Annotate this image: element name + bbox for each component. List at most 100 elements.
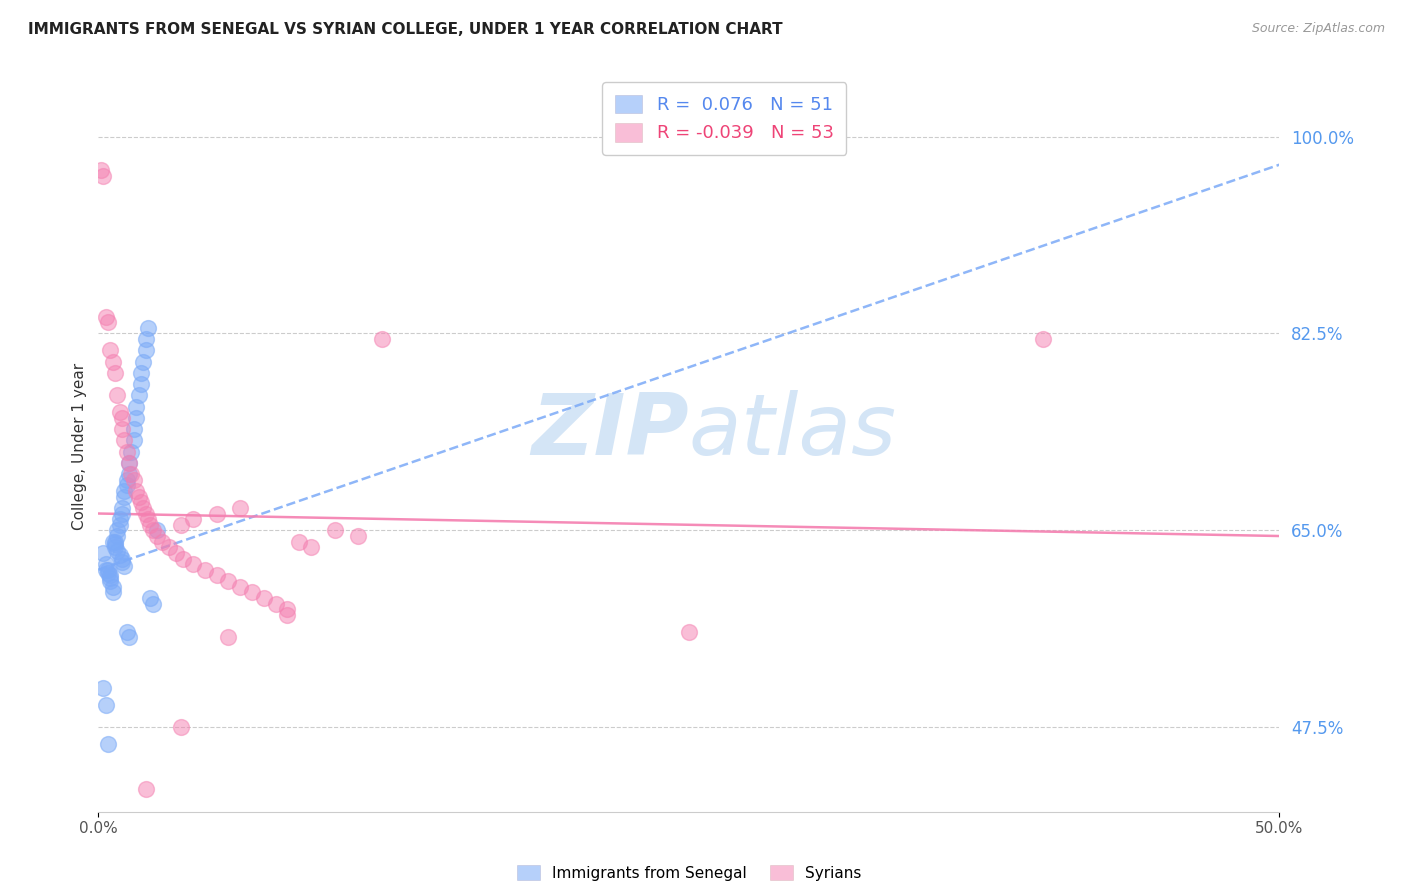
Text: ZIP: ZIP [531,390,689,473]
Point [194,563,217,577]
Point [371,332,394,346]
Point [104,537,127,551]
Point [240,585,263,599]
Point [139,517,162,532]
Point [323,524,346,538]
Point [105,524,128,538]
Point [157,541,180,555]
Point [299,541,322,555]
Point [97,566,120,581]
Point [98,568,121,582]
Point [91,546,114,560]
Point [170,517,193,532]
Point [347,529,370,543]
Point [135,343,157,358]
Y-axis label: College, Under 1 year: College, Under 1 year [72,362,87,530]
Point [105,543,128,558]
Point [125,410,148,425]
Point [276,607,298,622]
Point [94,563,117,577]
Point [129,366,152,380]
Point [135,507,157,521]
Point [139,591,162,605]
Point [132,354,155,368]
Point [122,473,145,487]
Point [108,512,131,526]
Point [111,507,134,521]
Point [136,512,159,526]
Point [205,507,228,521]
Point [276,602,298,616]
Point [98,574,121,588]
Point [97,737,120,751]
Point [118,456,141,470]
Point [101,354,124,368]
Point [112,483,135,498]
Text: IMMIGRANTS FROM SENEGAL VS SYRIAN COLLEGE, UNDER 1 YEAR CORRELATION CHART: IMMIGRANTS FROM SENEGAL VS SYRIAN COLLEG… [28,22,783,37]
Point [94,698,117,712]
Point [111,555,134,569]
Point [205,568,228,582]
Point [111,551,134,566]
Point [146,529,169,543]
Point [125,483,148,498]
Point [146,524,169,538]
Point [128,388,150,402]
Point [115,624,138,639]
Legend: Immigrants from Senegal, Syrians: Immigrants from Senegal, Syrians [509,857,869,888]
Point [94,557,117,571]
Point [91,169,114,183]
Point [125,400,148,414]
Text: Source: ZipAtlas.com: Source: ZipAtlas.com [1251,22,1385,36]
Point [229,580,252,594]
Point [112,559,135,574]
Point [108,517,131,532]
Point [108,405,131,419]
Point [253,591,276,605]
Point [97,563,120,577]
Point [132,500,155,515]
Point [97,315,120,329]
Point [142,524,165,538]
Point [111,500,134,515]
Point [104,534,127,549]
Point [118,456,141,470]
Point [115,473,138,487]
Point [115,478,138,492]
Point [122,422,145,436]
Point [129,377,152,392]
Point [1032,332,1054,346]
Point [101,585,124,599]
Point [181,557,204,571]
Point [217,574,239,588]
Point [115,444,138,458]
Point [135,782,157,797]
Point [112,490,135,504]
Point [121,467,143,482]
Point [165,546,187,560]
Point [229,500,252,515]
Point [170,720,193,734]
Point [108,548,131,562]
Point [105,388,128,402]
Point [678,624,700,639]
Point [112,434,135,448]
Point [101,580,124,594]
Point [135,332,157,346]
Text: atlas: atlas [689,390,897,473]
Point [181,512,204,526]
Point [104,541,127,555]
Point [136,321,159,335]
Point [172,551,194,566]
Point [111,422,134,436]
Point [111,410,134,425]
Point [94,310,117,324]
Point [118,467,141,482]
Point [128,490,150,504]
Point [150,534,173,549]
Point [121,444,143,458]
Point [90,163,112,178]
Point [288,534,311,549]
Point [118,630,141,644]
Point [129,495,152,509]
